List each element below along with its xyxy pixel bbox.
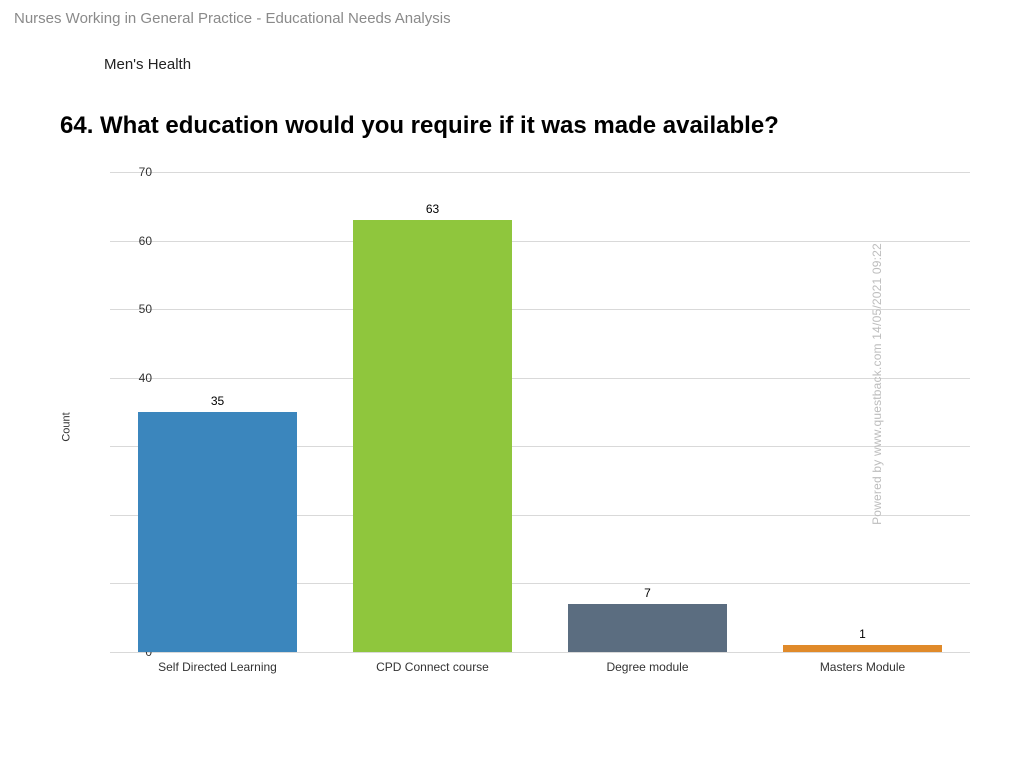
bar-value-label: 35 [110, 394, 325, 408]
x-tick-label: Degree module [540, 652, 755, 674]
bar-group: 7Degree module [540, 172, 755, 652]
bar-group: 35Self Directed Learning [110, 172, 325, 652]
bar-group: 1Masters Module [755, 172, 970, 652]
bar-value-label: 1 [755, 627, 970, 641]
bar-group: 63CPD Connect course [325, 172, 540, 652]
x-tick-label: Masters Module [755, 652, 970, 674]
bar [783, 645, 942, 652]
question-title: 64. What education would you require if … [60, 112, 779, 140]
bar-value-label: 7 [540, 586, 755, 600]
bar-value-label: 63 [325, 202, 540, 216]
page-header: Nurses Working in General Practice - Edu… [14, 10, 451, 27]
y-axis-label: Count [61, 412, 73, 441]
bar-chart: Count 010203040506070 35Self Directed Le… [60, 162, 980, 692]
watermark: Powered by www.questback.com 14/05/2021 … [870, 243, 884, 525]
bar [353, 220, 512, 652]
x-tick-label: CPD Connect course [325, 652, 540, 674]
section-label: Men's Health [104, 56, 191, 73]
bars-container: 35Self Directed Learning63CPD Connect co… [110, 172, 970, 652]
x-tick-label: Self Directed Learning [110, 652, 325, 674]
bar [138, 412, 297, 652]
bar [568, 604, 727, 652]
